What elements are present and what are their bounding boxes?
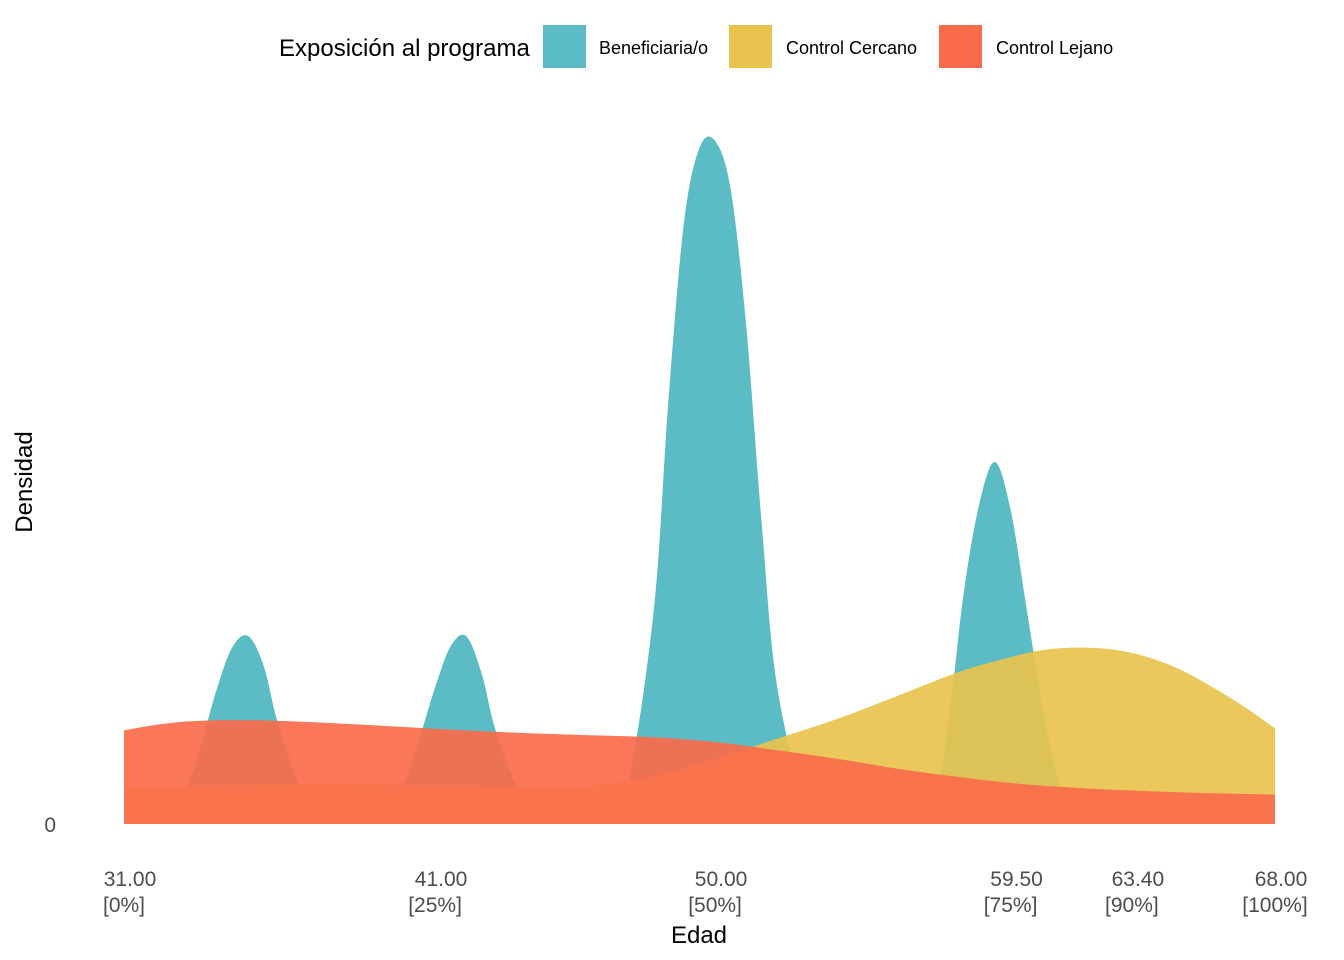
- x-tick-label: 59.50: [990, 868, 1043, 891]
- x-axis-ticks: 31.00 [0%] 41.00 [25%] 50.00 [50%] 59.50 [75%] 6…: [103, 868, 1308, 917]
- area-beneficiaria: [124, 136, 1275, 824]
- legend-title: Exposición al programa: [279, 35, 530, 62]
- legend-label-beneficiaria: Beneficiaria/o: [599, 38, 708, 58]
- x-tick-sublabel: [0%]: [103, 894, 145, 917]
- legend-swatch-control-lejano: [939, 25, 982, 68]
- x-tick-label: 31.00: [104, 868, 157, 891]
- x-tick-sublabel: [25%]: [408, 894, 462, 917]
- y-tick-label: 0: [44, 814, 56, 837]
- x-tick-label: 68.00: [1255, 868, 1308, 891]
- legend: Exposición al programa Beneficiaria/o Co…: [279, 25, 1113, 68]
- x-tick-sublabel: [75%]: [984, 894, 1038, 917]
- area-control-cercano: [124, 647, 1275, 824]
- x-tick-label: 50.00: [695, 868, 748, 891]
- legend-swatch-control-cercano: [729, 25, 772, 68]
- legend-swatch-beneficiaria: [543, 25, 586, 68]
- density-areas: [124, 136, 1275, 824]
- y-axis-title: Densidad: [11, 431, 38, 532]
- x-tick-sublabel: [100%]: [1242, 894, 1307, 917]
- y-axis-ticks: 0: [44, 814, 56, 837]
- x-tick-label: 63.40: [1112, 868, 1165, 891]
- x-tick-sublabel: [50%]: [688, 894, 742, 917]
- x-tick-sublabel: [90%]: [1105, 894, 1159, 917]
- legend-label-control-lejano: Control Lejano: [996, 38, 1113, 58]
- x-tick-label: 41.00: [415, 868, 468, 891]
- legend-label-control-cercano: Control Cercano: [786, 38, 917, 58]
- area-control-lejano: [124, 720, 1275, 824]
- x-axis-title: Edad: [671, 922, 727, 949]
